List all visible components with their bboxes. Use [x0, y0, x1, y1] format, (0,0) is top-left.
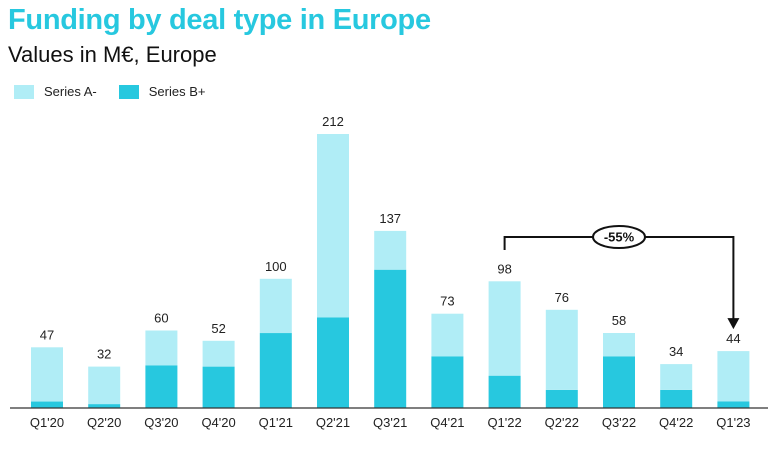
legend-label-series-a: Series A- — [44, 84, 97, 99]
x-tick-label-q2-22: Q2'22 — [545, 415, 579, 430]
chart-title: Funding by deal type in Europe — [8, 4, 431, 36]
total-label-q4-22: 34 — [669, 344, 683, 359]
bar-series-a-q3-22 — [603, 333, 635, 357]
x-tick-label-q3-21: Q3'21 — [373, 415, 407, 430]
total-label-q3-20: 60 — [154, 311, 168, 326]
growth-annotation: -55% — [503, 225, 740, 330]
annotation-arrowhead — [727, 318, 740, 330]
x-axis-ticks: Q1'20 Q2'20 Q3'20 Q4'20 Q1'21 Q2'21 Q3'21 Q4'21… — [30, 415, 751, 430]
x-tick-label-q1-21: Q1'21 — [259, 415, 293, 430]
total-label-q4-21: 73 — [440, 294, 454, 309]
annotation-bracket — [503, 236, 735, 322]
x-tick-label-q1-22: Q1'22 — [487, 415, 521, 430]
legend-swatch-series-a — [14, 84, 34, 99]
annotation-badge — [592, 225, 646, 249]
bar-series-b-q3-21 — [374, 269, 407, 408]
bars-group: 47 32 60 52 100 212 137 73 98 76 58 34 44 — [31, 114, 750, 408]
legend-item-series-a: Series A- — [14, 84, 97, 99]
bar-series-b-q1-21 — [259, 333, 292, 408]
bar-series-a-q1-20 — [31, 347, 63, 402]
x-tick-label-q1-23: Q1'23 — [716, 415, 750, 430]
total-label-q2-20: 32 — [97, 347, 111, 362]
bar-series-a-q1-22 — [488, 281, 521, 376]
bar-series-a-q4-21 — [431, 313, 464, 357]
bar-series-a-q3-20 — [145, 330, 178, 366]
bar-series-a-q2-22 — [545, 309, 578, 390]
bar-series-a-q2-20 — [88, 366, 121, 405]
total-label-q4-20: 52 — [211, 321, 225, 336]
bar-series-b-q2-22 — [545, 389, 578, 408]
legend-label-series-b: Series B+ — [148, 84, 206, 99]
x-tick-label-q2-21: Q2'21 — [316, 415, 350, 430]
x-tick-label-q4-22: Q4'22 — [659, 415, 693, 430]
legend: Series A- Series B+ — [14, 84, 227, 99]
total-label-q2-22: 76 — [555, 290, 569, 305]
bar-series-a-q4-22 — [660, 364, 693, 390]
x-tick-label-q4-21: Q4'21 — [430, 415, 464, 430]
bar-series-b-q1-23 — [717, 401, 750, 408]
total-label-q1-20: 47 — [40, 327, 54, 342]
bar-series-a-q1-23 — [717, 351, 750, 402]
x-tick-label-q4-20: Q4'20 — [201, 415, 235, 430]
bar-series-b-q3-22 — [603, 356, 635, 408]
total-label-q1-22: 98 — [497, 261, 511, 276]
total-label-q2-21: 212 — [322, 114, 344, 129]
bar-series-b-q3-20 — [145, 365, 178, 408]
bar-series-b-q4-20 — [202, 366, 235, 408]
x-tick-label-q3-20: Q3'20 — [144, 415, 178, 430]
bar-series-a-q3-21 — [374, 230, 407, 270]
total-label-q3-21: 137 — [379, 211, 401, 226]
legend-item-series-b: Series B+ — [118, 84, 206, 99]
bar-series-b-q2-21 — [317, 317, 349, 408]
x-tick-label-q1-20: Q1'20 — [30, 415, 64, 430]
total-label-q1-23: 44 — [726, 331, 740, 346]
x-tick-label-q3-22: Q3'22 — [602, 415, 636, 430]
bar-series-a-q1-21 — [259, 278, 292, 334]
bar-series-b-q1-22 — [488, 375, 521, 408]
annotation-text: -55% — [604, 230, 635, 245]
total-label-q1-21: 100 — [265, 259, 287, 274]
bar-series-a-q4-20 — [202, 340, 235, 367]
bar-series-b-q2-20 — [88, 404, 121, 408]
bar-series-b-q4-21 — [431, 356, 464, 408]
bar-series-b-q1-20 — [31, 401, 63, 408]
chart-subtitle: Values in M€, Europe — [8, 42, 217, 67]
total-label-q3-22: 58 — [612, 313, 626, 328]
bar-series-b-q4-22 — [660, 389, 693, 408]
x-tick-label-q2-20: Q2'20 — [87, 415, 121, 430]
legend-swatch-series-b — [118, 84, 139, 99]
bar-series-a-q2-21 — [317, 134, 349, 318]
